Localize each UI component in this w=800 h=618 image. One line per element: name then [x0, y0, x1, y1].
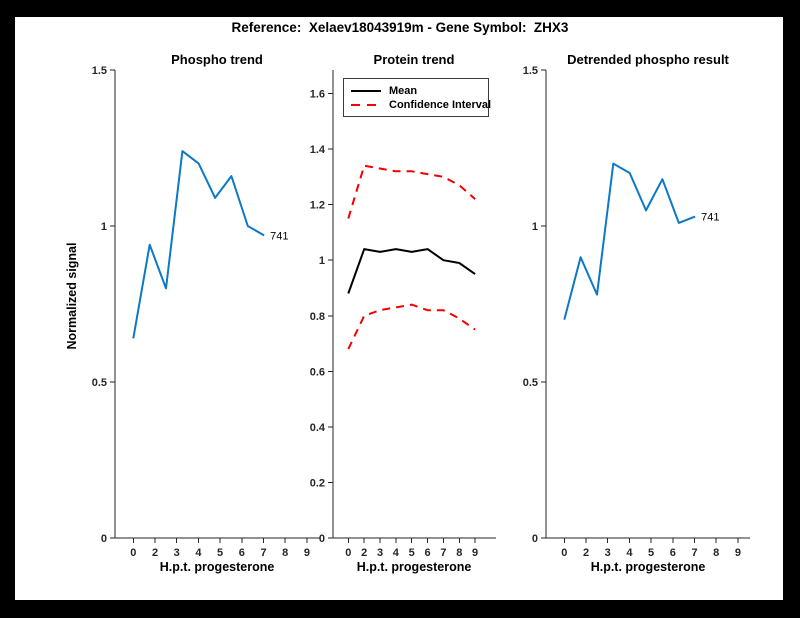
plot3-x-tick-label: 5 [648, 547, 654, 559]
plot2-x-tick-label: 3 [377, 547, 383, 559]
y-axis-label: Normalized signal [65, 242, 79, 350]
detrended-phospho-line [563, 162, 696, 320]
plot1-x-tick-label: 9 [304, 547, 310, 559]
plot1-x-tick-label: 3 [174, 547, 180, 559]
plot2-axis-spine [332, 70, 496, 539]
figure-title: Reference: Xelaev18043919m - Gene Symbol… [231, 20, 569, 35]
legend-box: Mean Confidence Interval [343, 78, 492, 117]
plot1-x-tick-label: 0 [130, 547, 136, 559]
legend-row-ci: Confidence Interval [351, 98, 492, 112]
plot2-y-tick-label: 1.4 [310, 144, 326, 156]
plot3-y-tick-label: 1 [532, 221, 538, 233]
plot3-y-tick-label: 0.5 [523, 377, 538, 389]
plot2-x-axis-label: H.p.t. progesterone [356, 560, 472, 574]
plot2-axes: 00.20.40.60.811.21.41.60 2 3 4 5 6 7 8 9 [310, 70, 496, 559]
mean-line-sample [351, 90, 381, 92]
plot1-y-tick-label: 1 [101, 221, 107, 233]
plot2-y-tick-label: 0.8 [310, 311, 325, 323]
plot2-x-tick-label: 4 [393, 547, 400, 559]
legend-row-mean: Mean [351, 84, 488, 98]
confidence-interval-lower-line [347, 303, 476, 350]
plot1-y-tick-label: 0.5 [92, 377, 107, 389]
legend-label-ci: Confidence Interval [389, 99, 492, 111]
plot3-x-tick-label: 0 [561, 547, 567, 559]
plot3-x-tick-label: 8 [713, 547, 719, 559]
plot1-y-tick-label: 0 [101, 533, 107, 545]
plot2-y-tick-label: 0.2 [310, 477, 325, 489]
plot2-x-tick-label: 0 [345, 547, 351, 559]
plot3-x-tick-label: 6 [670, 547, 676, 559]
plot3-y-tick-label: 1.5 [523, 65, 538, 77]
plot1-axes: 0 0.5 1 1.5 0 2 3 4 5 6 7 8 9 741 [92, 65, 320, 559]
plot2-x-tick-label: 2 [361, 547, 367, 559]
plot3-axis-spine [545, 70, 750, 539]
plot3-title: Detrended phospho result [567, 52, 729, 67]
plot2-y-tick-label: 0 [319, 533, 325, 545]
detrended-phospho-end-label: 741 [701, 212, 719, 224]
plot2-x-tick-label: 9 [472, 547, 478, 559]
plot3-x-axis-label: H.p.t. progesterone [590, 560, 706, 574]
plot1-axis-spine [114, 70, 320, 539]
plot3-x-tick-label: 2 [583, 547, 589, 559]
plot2-x-tick-label: 6 [424, 547, 430, 559]
plot2-title: Protein trend [373, 52, 455, 67]
plot1-x-tick-label: 4 [195, 547, 202, 559]
plot1-x-tick-label: 2 [152, 547, 158, 559]
protein-mean-line [347, 248, 476, 294]
plot3-x-tick-label: 4 [626, 547, 633, 559]
plot2-x-tick-label: 5 [409, 547, 415, 559]
phospho-signal-end-label: 741 [270, 230, 288, 242]
confidence-interval-line-sample [351, 103, 381, 107]
plot1-y-tick-label: 1.5 [92, 65, 107, 77]
plot3-axes: 0 0.5 1 1.5 0 2 3 4 5 6 7 8 9 741 [523, 65, 750, 559]
plot3-x-tick-label: 9 [735, 547, 741, 559]
plot2-x-tick-label: 8 [456, 547, 462, 559]
confidence-interval-upper-line [347, 164, 476, 219]
plot2-y-tick-label: 0.4 [310, 422, 326, 434]
plot1-x-tick-label: 6 [239, 547, 245, 559]
plot2-y-tick-label: 1.2 [310, 200, 325, 212]
plot1-x-tick-label: 7 [260, 547, 266, 559]
plot3-x-tick-label: 3 [605, 547, 611, 559]
plot2-x-tick-label: 7 [440, 547, 446, 559]
plot1-x-tick-label: 5 [217, 547, 223, 559]
plot2-y-tick-label: 0.6 [310, 366, 325, 378]
phospho-signal-line [132, 150, 265, 339]
plot2-y-tick-label: 1.6 [310, 89, 325, 101]
plot1-x-axis-label: H.p.t. progesterone [159, 560, 275, 574]
plot3-y-tick-label: 0 [532, 533, 538, 545]
plot1-title: Phospho trend [171, 52, 263, 67]
plot2-y-tick-label: 1 [319, 255, 325, 267]
plot3-x-tick-label: 7 [691, 547, 697, 559]
plot1-x-tick-label: 8 [282, 547, 288, 559]
legend-label-mean: Mean [389, 85, 418, 97]
